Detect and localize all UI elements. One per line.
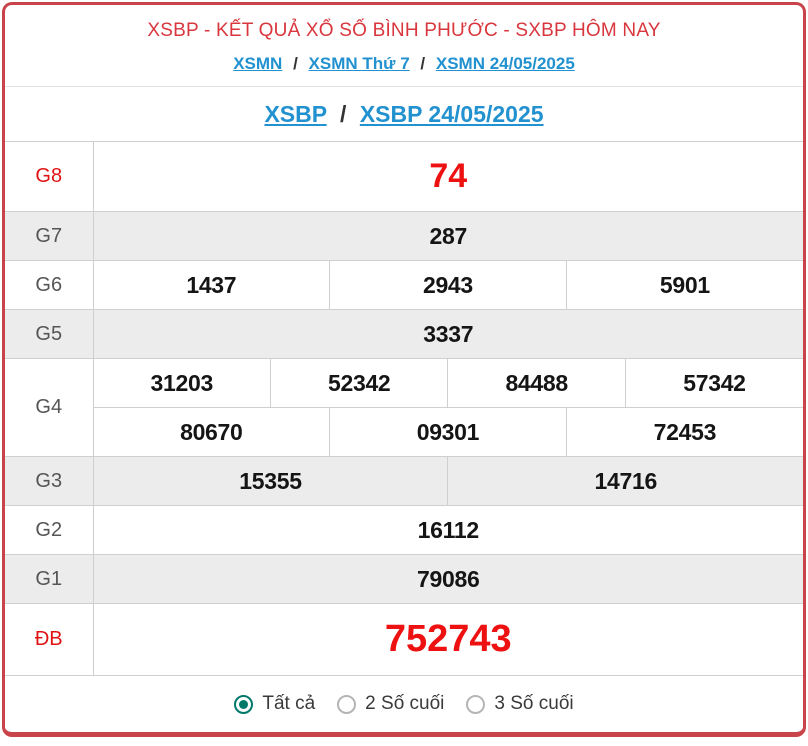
radio-icon <box>337 694 357 714</box>
table-row-db: ĐB 752743 <box>5 603 803 676</box>
prize-value-g3-2: 14716 <box>447 456 803 506</box>
prize-value-g2: 16112 <box>92 505 803 555</box>
radio-icon <box>466 694 486 714</box>
radio-icon <box>234 694 254 714</box>
prize-value-g4-7: 72453 <box>565 407 803 457</box>
prize-label-g4: G4 <box>5 358 94 457</box>
table-row-g7: G7 287 <box>5 211 803 261</box>
table-row-g1: G1 79086 <box>5 554 803 604</box>
subtitle-link-xsbp[interactable]: XSBP <box>264 101 327 127</box>
prize-value-g8: 74 <box>92 141 803 212</box>
table-row-g5: G5 3337 <box>5 309 803 359</box>
prize-label-g7: G7 <box>5 211 94 261</box>
prize-label-g5: G5 <box>5 309 94 359</box>
prize-value-g4-6: 09301 <box>329 407 567 457</box>
prize-label-g1: G1 <box>5 554 94 604</box>
breadcrumb-separator: / <box>420 54 426 73</box>
breadcrumb-separator: / <box>293 54 298 73</box>
prize-label-g3: G3 <box>5 456 94 506</box>
breadcrumb-link-xsmn[interactable]: XSMN <box>233 54 283 73</box>
prize-value-g6-2: 2943 <box>329 260 567 310</box>
breadcrumb: XSMN / XSMN Thứ 7 / XSMN 24/05/2025 <box>15 54 793 74</box>
prize-value-g1: 79086 <box>92 554 803 604</box>
radio-option-0[interactable]: Tất cả <box>234 693 315 715</box>
subtitle-link-xsbp-date[interactable]: XSBP 24/05/2025 <box>359 101 544 127</box>
breadcrumb-link-xsmn-date[interactable]: XSMN 24/05/2025 <box>435 54 575 73</box>
header: XSBP - KẾT QUẢ XỔ SỐ BÌNH PHƯỚC - SXBP H… <box>5 5 803 86</box>
subtitle: XSBP / XSBP 24/05/2025 <box>5 86 803 141</box>
table-row-g4-line1: G4 31203 52342 84488 57342 <box>5 358 803 457</box>
table-row-g6: G6 1437 2943 5901 <box>5 260 803 310</box>
filter-radio-group: Tất cả 2 Số cuối 3 Số cuối <box>5 676 803 732</box>
page-title: XSBP - KẾT QUẢ XỔ SỐ BÌNH PHƯỚC - SXBP H… <box>147 20 661 41</box>
prize-value-g7: 287 <box>92 211 803 261</box>
prize-value-db: 752743 <box>92 603 803 676</box>
table-row-g3: G3 15355 14716 <box>5 456 803 506</box>
radio-option-2[interactable]: 3 Số cuối <box>466 693 574 715</box>
prize-value-g3-1: 15355 <box>92 456 449 506</box>
breadcrumb-link-xsmn-thu7[interactable]: XSMN Thứ 7 <box>308 54 410 73</box>
subtitle-separator: / <box>340 101 347 127</box>
table-row-g8: G8 74 <box>5 141 803 212</box>
prize-value-g4-2: 52342 <box>269 358 449 408</box>
prize-value-g6-1: 1437 <box>92 260 331 310</box>
prize-value-g6-3: 5901 <box>565 260 803 310</box>
table-row-g4-line2: 80670 09301 72453 <box>5 407 803 457</box>
prize-value-g4-5: 80670 <box>93 407 331 457</box>
prize-value-g4-4: 57342 <box>624 358 803 408</box>
prize-value-g4-1: 31203 <box>92 358 271 408</box>
prize-value-g5: 3337 <box>92 309 803 359</box>
radio-label: 2 Số cuối <box>365 693 445 714</box>
prize-value-g4-3: 84488 <box>447 358 626 408</box>
radio-label: 3 Số cuối <box>494 693 574 714</box>
prize-label-g8: G8 <box>5 141 94 212</box>
prize-label-g2: G2 <box>5 505 94 555</box>
radio-label: Tất cả <box>262 693 316 714</box>
results-table: G8 74 G7 287 G6 1437 2943 5901 G5 3337 G… <box>5 141 803 676</box>
radio-option-1[interactable]: 2 Số cuối <box>337 693 444 715</box>
prize-label-g6: G6 <box>5 260 94 310</box>
table-row-g2: G2 16112 <box>5 505 803 555</box>
prize-label-db: ĐB <box>5 603 94 676</box>
